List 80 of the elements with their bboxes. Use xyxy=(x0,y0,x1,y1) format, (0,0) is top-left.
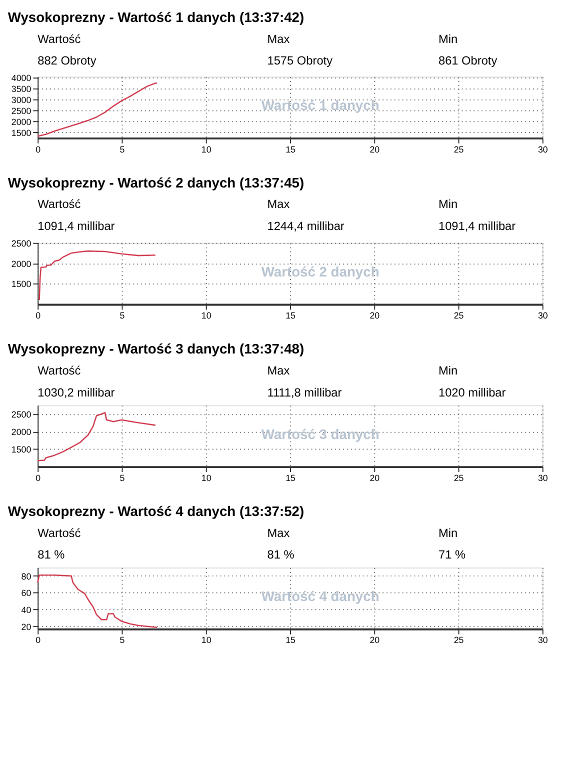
text: 882 Obroty xyxy=(38,54,96,68)
text: 71 % xyxy=(438,548,466,562)
text: Min xyxy=(438,526,458,540)
line-series xyxy=(36,412,156,462)
y-tick-label: 2000 xyxy=(11,426,32,437)
x-tick-label: 25 xyxy=(454,144,464,154)
y-tick-label: 2000 xyxy=(11,116,32,127)
x-tick-label: 5 xyxy=(120,144,125,154)
x-tick-label: 10 xyxy=(201,144,212,154)
x-tick-label: 15 xyxy=(286,144,296,154)
y-tick-label: 1500 xyxy=(11,279,32,290)
text: Wartość xyxy=(38,197,81,212)
x-tick-label: 5 xyxy=(120,635,125,646)
y-tick-label: 40 xyxy=(21,605,32,616)
x-tick-label: 15 xyxy=(286,310,296,321)
x-tick-label: 10 xyxy=(201,635,212,646)
x-tick-label: 0 xyxy=(36,310,41,321)
text: 861 Obroty xyxy=(438,54,498,68)
text: Max xyxy=(267,197,290,212)
chart-title: Wysokoprezny - Wartość 1 danych (13:37:42) xyxy=(8,9,304,26)
chart-title: Wysokoprezny - Wartość 3 danych (13:37:48) xyxy=(8,340,304,357)
x-tick-label: 15 xyxy=(286,635,296,646)
text: Wartość xyxy=(38,364,81,378)
y-tick-label: 2000 xyxy=(11,258,32,269)
text: 1030,2 millibar xyxy=(38,385,115,400)
text: 81 % xyxy=(267,548,295,562)
y-tick-label: 4000 xyxy=(11,73,32,84)
text: 1020 millibar xyxy=(438,385,506,400)
x-tick-label: 25 xyxy=(454,635,464,646)
text: 81 % xyxy=(38,548,66,562)
text: 1575 Obroty xyxy=(267,54,333,68)
text: 1111,8 millibar xyxy=(267,385,342,400)
text: 1091,4 millibar xyxy=(38,219,115,233)
x-tick-label: 0 xyxy=(36,472,41,483)
text: Max xyxy=(267,32,290,46)
text: 1244,4 millibar xyxy=(267,219,344,233)
y-tick-label: 60 xyxy=(21,588,32,598)
chart-title: Wysokoprezny - Wartość 2 danych (13:37:45) xyxy=(8,174,304,190)
text: Min xyxy=(438,364,458,378)
x-tick-label: 20 xyxy=(370,310,380,321)
y-tick-label: 2500 xyxy=(11,106,32,116)
text: Min xyxy=(438,197,458,212)
x-tick-label: 5 xyxy=(120,472,125,483)
line-series xyxy=(38,250,156,301)
text: Wartość xyxy=(38,526,81,540)
line-series xyxy=(36,574,158,628)
x-tick-label: 0 xyxy=(36,144,41,154)
y-tick-label: 3500 xyxy=(11,84,32,94)
chart-title: Wysokoprezny - Wartość 4 danych (13:37:52) xyxy=(8,503,304,520)
y-tick-label: 2500 xyxy=(11,409,32,420)
x-tick-label: 25 xyxy=(454,310,464,321)
y-tick-label: 80 xyxy=(21,571,32,582)
y-tick-label: 1500 xyxy=(11,128,32,138)
x-tick-label: 20 xyxy=(370,144,380,154)
y-tick-label: 20 xyxy=(21,622,32,632)
y-tick-label: 2500 xyxy=(11,238,32,248)
annotation: Wartość 4 danych xyxy=(261,588,380,604)
x-tick-label: 10 xyxy=(201,472,212,483)
x-tick-label: 25 xyxy=(454,472,464,483)
y-tick-label: 1500 xyxy=(11,444,32,454)
annotation: Wartość 2 danych xyxy=(261,264,380,280)
text: Max xyxy=(267,364,290,378)
text: Min xyxy=(438,32,458,46)
x-tick-label: 10 xyxy=(201,310,212,321)
text: 1091,4 millibar xyxy=(438,219,516,233)
x-tick-label: 30 xyxy=(538,472,548,483)
x-tick-label: 20 xyxy=(370,635,380,646)
annotation: Wartość 3 danych xyxy=(261,426,380,442)
x-tick-label: 0 xyxy=(36,635,41,646)
x-tick-label: 30 xyxy=(538,144,548,154)
x-tick-label: 20 xyxy=(370,472,380,483)
text: Max xyxy=(267,526,290,540)
x-tick-label: 5 xyxy=(120,310,125,321)
annotation: Wartość 1 danych xyxy=(261,97,380,114)
x-tick-label: 30 xyxy=(538,635,548,646)
x-tick-label: 15 xyxy=(286,472,296,483)
y-tick-label: 3000 xyxy=(11,95,32,106)
text: Wartość xyxy=(38,32,81,46)
x-tick-label: 30 xyxy=(538,310,548,321)
line-series xyxy=(36,82,158,137)
